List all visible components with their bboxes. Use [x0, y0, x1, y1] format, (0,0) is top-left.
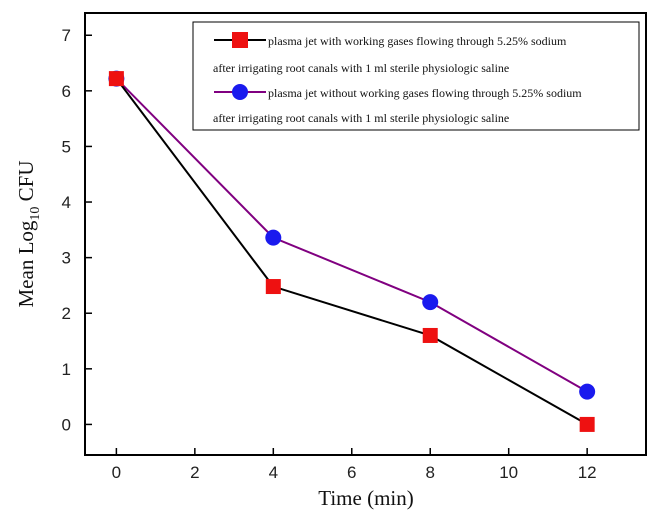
x-tick-label-6: 6	[347, 463, 356, 482]
y-axis-title-subscript: 10	[28, 207, 43, 221]
legend-label-series-2-line-1: plasma jet without working gases flowing…	[268, 86, 582, 100]
x-tick-label-10: 10	[499, 463, 518, 482]
x-axis-title: Time (min)	[318, 486, 413, 510]
series-2-point-8	[422, 294, 439, 311]
x-tick-label-8: 8	[425, 463, 434, 482]
y-tick-label-4: 4	[62, 193, 71, 212]
series-1-point-12	[579, 416, 595, 432]
series-2-line	[115, 77, 588, 393]
x-tick-label-0: 0	[112, 463, 121, 482]
y-axis-title: Mean Log10 CFU	[14, 160, 43, 307]
y-tick-label-7: 7	[62, 26, 71, 45]
y-tick-label-3: 3	[62, 249, 71, 268]
series-1-line	[115, 78, 588, 426]
series-2-point-4	[265, 229, 282, 246]
plot-frame	[84, 12, 647, 456]
y-tick-label-1: 1	[62, 360, 71, 379]
series-1-point-4	[265, 279, 281, 295]
legend: plasma jet with working gases flowing th…	[192, 21, 640, 131]
x-tick-label-4: 4	[269, 463, 278, 482]
series-1-point-0	[108, 71, 124, 87]
series-2-point-12	[579, 383, 596, 400]
legend-label-series-1-line-2: after irrigating root canals with 1 ml s…	[213, 61, 509, 75]
y-tick-label-2: 2	[62, 304, 71, 323]
x-tick-label-12: 12	[578, 463, 597, 482]
y-axis-title-tail: CFU	[14, 160, 38, 206]
y-axis-ticks: 0 1 2 3 4 5 6 7	[62, 26, 92, 434]
y-tick-label-6: 6	[62, 82, 71, 101]
y-tick-label-0: 0	[62, 415, 71, 434]
series-1-point-8	[422, 327, 438, 343]
legend-box	[192, 21, 640, 131]
y-axis-title-main: Mean Log	[14, 220, 38, 307]
legend-label-series-2-line-2: after irrigating root canals with 1 ml s…	[213, 111, 509, 125]
series-layer	[108, 70, 596, 432]
x-tick-label-2: 2	[190, 463, 199, 482]
y-tick-label-5: 5	[62, 137, 71, 156]
x-axis-ticks: 0 2 4 6 8 10 12	[112, 448, 597, 482]
legend-label-series-1-line-1: plasma jet with working gases flowing th…	[268, 34, 567, 48]
legend-marker-series-2	[232, 84, 248, 100]
legend-marker-series-1	[232, 32, 248, 48]
